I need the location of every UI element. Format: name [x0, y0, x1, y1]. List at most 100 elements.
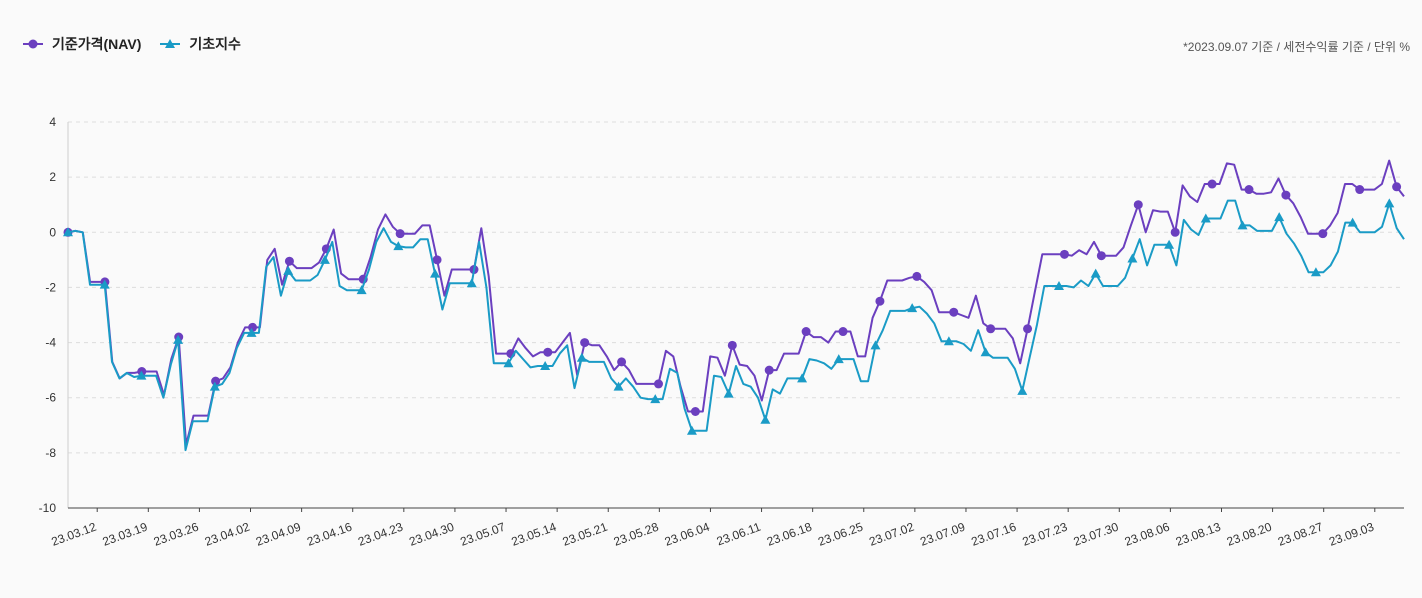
x-tick-label: 23.06.11 [715, 520, 763, 549]
index-data-point [1237, 220, 1248, 230]
index-triangle-marker-icon [160, 39, 181, 48]
nav-data-point [653, 379, 663, 389]
nav-data-point [1133, 200, 1143, 210]
nav-circle-marker-icon [23, 39, 43, 49]
index-data-point [430, 268, 441, 278]
legend-item-nav[interactable]: 기준가격(NAV) [22, 34, 141, 54]
nav-data-point [248, 322, 258, 332]
x-tick-label: 23.05.28 [612, 520, 661, 549]
series-nav [63, 159, 1405, 446]
legend-item-index[interactable]: 기초지수 [159, 34, 241, 54]
index-data-point [1164, 239, 1175, 249]
chart-gridlines [68, 121, 1404, 509]
index-data-point [136, 370, 147, 380]
y-tick-label: 0 [49, 225, 56, 239]
nav-data-point [1059, 249, 1069, 259]
nav-data-point [875, 296, 885, 306]
nav-data-point [1281, 190, 1291, 200]
index-data-point [466, 278, 477, 288]
index-data-point [1274, 212, 1285, 222]
nav-data-point [764, 365, 774, 375]
index-data-point [870, 340, 881, 350]
x-tick-label: 23.04.30 [407, 520, 456, 549]
y-axis: 4 2 0 -2 -4 -6 -8 -10 [39, 115, 69, 515]
index-data-point [540, 361, 551, 371]
nav-data-point [1318, 229, 1328, 239]
index-data-point [319, 254, 330, 264]
x-tick-label: 23.09.03 [1327, 520, 1376, 549]
x-tick-label: 23.03.19 [101, 520, 150, 549]
index-data-point [356, 285, 367, 295]
nav-data-point [949, 307, 959, 317]
chart-note: *2023.09.07 기준 / 세전수익률 기준 / 단위 % [1183, 40, 1410, 54]
chart-legend: 기준가격(NAV) 기초지수 [22, 34, 241, 54]
x-tick-label: 23.04.16 [305, 520, 354, 549]
index-data-point [650, 394, 661, 404]
x-tick-label: 23.07.23 [1021, 520, 1070, 549]
x-tick-label: 23.08.27 [1276, 520, 1325, 549]
x-tick-label: 23.06.25 [816, 520, 865, 549]
nav-data-point [1207, 179, 1217, 189]
nav-data-point [727, 340, 737, 350]
index-data-point [943, 336, 954, 346]
nav-data-point [1096, 251, 1106, 261]
x-tick-label: 23.04.02 [203, 520, 252, 549]
nav-data-point [1392, 182, 1402, 192]
y-tick-label: -8 [45, 446, 56, 460]
index-data-point [613, 381, 624, 391]
index-data-point [907, 303, 918, 313]
nav-data-point [211, 376, 221, 386]
x-tick-label: 23.08.06 [1123, 520, 1172, 549]
index-data-point [1384, 198, 1395, 208]
x-tick-label: 23.08.13 [1174, 520, 1223, 549]
index-data-point [576, 352, 587, 362]
index-data-point [1200, 213, 1211, 223]
y-tick-label: -4 [45, 336, 56, 350]
legend-label-index: 기초지수 [189, 36, 241, 52]
x-tick-label: 23.04.09 [254, 520, 303, 549]
nav-data-point [912, 271, 922, 281]
index-data-point [980, 347, 991, 357]
y-tick-label: -10 [39, 501, 57, 515]
index-data-point [1090, 268, 1101, 278]
nav-data-point [617, 357, 627, 367]
index-data-point [723, 388, 734, 398]
index-data-point [246, 327, 257, 337]
y-tick-label: 2 [49, 170, 56, 184]
x-tick-label: 23.03.26 [152, 520, 201, 549]
x-tick-label: 23.07.16 [969, 520, 1018, 549]
y-tick-label: 4 [49, 115, 56, 129]
chart-series [63, 159, 1405, 452]
x-tick-label: 23.07.02 [867, 520, 916, 549]
series-index [63, 198, 1405, 452]
nav-data-point [1023, 324, 1033, 334]
x-tick-label: 23.06.04 [663, 520, 712, 549]
x-axis: 23.03.12 23.03.19 23.03.26 23.04.02 23.04.09… [50, 507, 1404, 549]
y-tick-label: -2 [45, 280, 56, 294]
index-data-point [1347, 217, 1358, 227]
nav-data-point [395, 229, 405, 239]
x-tick-label: 23.06.18 [765, 520, 814, 549]
index-data-point [1017, 385, 1028, 395]
nav-data-point [432, 255, 442, 265]
index-data-point [503, 358, 514, 368]
index-data-point [1053, 281, 1064, 291]
nav-data-point [986, 324, 996, 334]
x-tick-label: 23.04.23 [356, 520, 405, 549]
x-tick-label: 23.07.09 [918, 520, 967, 549]
index-data-point [1127, 253, 1138, 263]
index-data-point [686, 425, 697, 435]
index-data-point [99, 279, 110, 289]
nav-data-point [1244, 185, 1254, 195]
index-data-point [393, 241, 404, 251]
nav-line [67, 159, 1405, 446]
index-line [67, 199, 1405, 452]
index-data-point [760, 414, 771, 424]
index-data-point [209, 381, 220, 391]
nav-data-point [690, 407, 700, 416]
index-data-point [833, 354, 844, 364]
nav-data-point [543, 347, 553, 357]
index-data-point [63, 227, 73, 237]
legend-label-nav: 기준가격(NAV) [52, 36, 142, 52]
